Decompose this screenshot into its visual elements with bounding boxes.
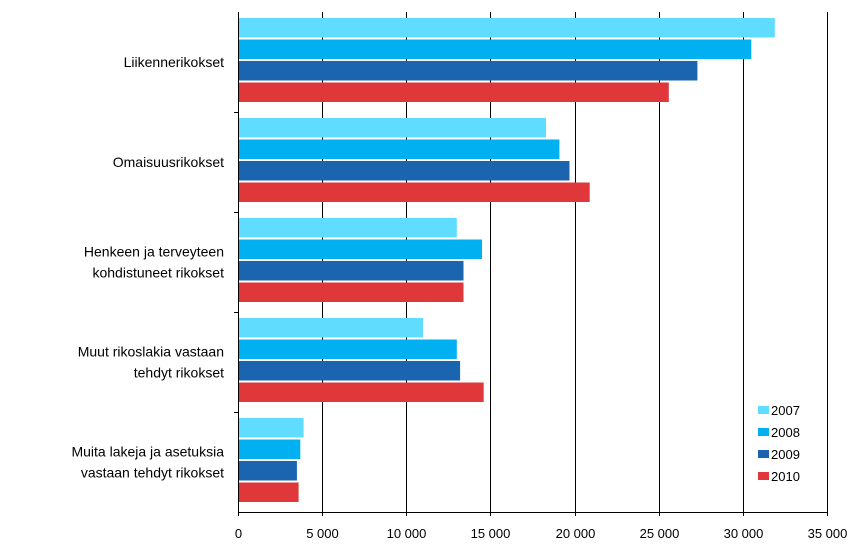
category-label: kohdistuneet rikokset xyxy=(92,265,224,281)
bar-2008-category-3 xyxy=(238,239,482,259)
bar-2010-category-4 xyxy=(238,382,484,402)
bar-2008-category-2 xyxy=(238,139,560,159)
category-label: tehdyt rikokset xyxy=(134,365,224,381)
bar-2007-category-3 xyxy=(238,218,457,238)
bar-2010-category-3 xyxy=(238,282,464,302)
bar-2009-category-4 xyxy=(238,361,461,381)
bar-2010-category-1 xyxy=(238,82,669,102)
x-tick-labels: 0 5 000 10 000 15 000 20 000 25 000 30 000 35 0… xyxy=(235,526,848,541)
x-tick-label: 30 000 xyxy=(724,526,764,541)
x-tick-label: 15 000 xyxy=(471,526,511,541)
axes xyxy=(234,12,828,516)
x-tick-label: 25 000 xyxy=(640,526,680,541)
bar-2009-category-2 xyxy=(238,161,570,181)
bar-2008-category-1 xyxy=(238,39,752,59)
category-label: Omaisuusrikokset xyxy=(113,154,224,170)
bar-2010-category-5 xyxy=(238,482,299,502)
bars xyxy=(238,18,775,502)
category-label: Henkeen ja terveyteen xyxy=(84,244,224,260)
x-tick-label: 5 000 xyxy=(306,526,339,541)
legend-label-2010: 2010 xyxy=(771,469,800,484)
legend-swatch-2010 xyxy=(758,472,769,480)
x-tick-label: 0 xyxy=(235,526,242,541)
legend-label-2008: 2008 xyxy=(771,425,800,440)
category-label: Muita lakeja ja asetuksia xyxy=(71,444,224,460)
category-labels: Liikennerikokset Omaisuusrikokset Henkeen … xyxy=(71,54,224,481)
category-label: Muut rikoslakia vastaan xyxy=(78,344,224,360)
bar-2007-category-1 xyxy=(238,18,775,38)
legend-label-2009: 2009 xyxy=(771,447,800,462)
bar-2007-category-5 xyxy=(238,418,304,438)
x-tick-label: 35 000 xyxy=(808,526,848,541)
bar-2008-category-5 xyxy=(238,439,301,459)
legend-label-2007: 2007 xyxy=(771,403,800,418)
bar-2009-category-3 xyxy=(238,261,464,281)
legend: 2007 2008 2009 2010 xyxy=(758,403,800,484)
x-tick-label: 10 000 xyxy=(387,526,427,541)
bar-2010-category-2 xyxy=(238,182,590,202)
bar-2007-category-4 xyxy=(238,318,424,338)
bar-2007-category-2 xyxy=(238,118,546,138)
legend-swatch-2008 xyxy=(758,428,769,436)
legend-swatch-2009 xyxy=(758,450,769,458)
x-tick-label: 20 000 xyxy=(556,526,596,541)
category-label: vastaan tehdyt rikokset xyxy=(81,465,224,481)
bar-2009-category-1 xyxy=(238,61,698,81)
bar-2008-category-4 xyxy=(238,339,457,359)
legend-swatch-2007 xyxy=(758,406,769,414)
bar-2009-category-5 xyxy=(238,461,297,481)
category-label: Liikennerikokset xyxy=(124,54,224,70)
